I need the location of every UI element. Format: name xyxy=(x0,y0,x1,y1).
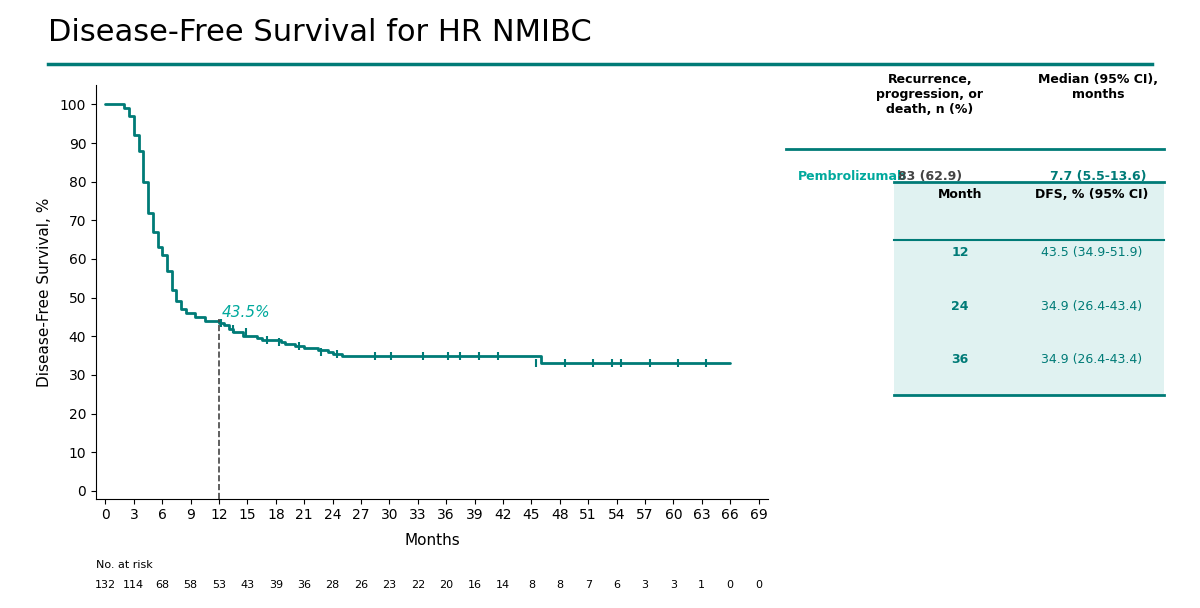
Text: 7: 7 xyxy=(584,579,592,590)
Text: 83 (62.9): 83 (62.9) xyxy=(898,170,962,183)
Text: 26: 26 xyxy=(354,579,368,590)
X-axis label: Months: Months xyxy=(404,533,460,548)
Text: 8: 8 xyxy=(528,579,535,590)
Text: 14: 14 xyxy=(496,579,510,590)
Text: 24: 24 xyxy=(952,300,968,313)
Text: 39: 39 xyxy=(269,579,283,590)
Text: 3: 3 xyxy=(670,579,677,590)
Text: Month: Month xyxy=(937,188,983,201)
Text: 7.7 (5.5-13.6): 7.7 (5.5-13.6) xyxy=(1050,170,1146,183)
Text: 1: 1 xyxy=(698,579,706,590)
Text: 16: 16 xyxy=(468,579,481,590)
Text: 34.9 (26.4-43.4): 34.9 (26.4-43.4) xyxy=(1042,300,1142,313)
Text: 53: 53 xyxy=(212,579,226,590)
Text: 36: 36 xyxy=(952,353,968,366)
Text: 114: 114 xyxy=(124,579,144,590)
Text: No. at risk: No. at risk xyxy=(96,561,152,570)
Text: 43.5%: 43.5% xyxy=(222,305,270,320)
Text: 23: 23 xyxy=(383,579,396,590)
Text: 58: 58 xyxy=(184,579,198,590)
Text: 8: 8 xyxy=(557,579,563,590)
Text: 6: 6 xyxy=(613,579,620,590)
Text: Recurrence,
progression, or
death, n (%): Recurrence, progression, or death, n (%) xyxy=(876,73,984,116)
Text: Disease-Free Survival for HR NMIBC: Disease-Free Survival for HR NMIBC xyxy=(48,18,592,47)
Text: 36: 36 xyxy=(298,579,311,590)
Text: 34.9 (26.4-43.4): 34.9 (26.4-43.4) xyxy=(1042,353,1142,366)
Text: 0: 0 xyxy=(727,579,733,590)
Text: 68: 68 xyxy=(155,579,169,590)
Text: 43.5 (34.9-51.9): 43.5 (34.9-51.9) xyxy=(1042,246,1142,259)
Text: 3: 3 xyxy=(642,579,648,590)
Text: Pembrolizumab: Pembrolizumab xyxy=(798,170,907,183)
Text: 132: 132 xyxy=(95,579,116,590)
Y-axis label: Disease-Free Survival, %: Disease-Free Survival, % xyxy=(36,197,52,387)
Text: 20: 20 xyxy=(439,579,454,590)
Text: 43: 43 xyxy=(240,579,254,590)
Text: 12: 12 xyxy=(952,246,968,259)
Text: DFS, % (95% CI): DFS, % (95% CI) xyxy=(1036,188,1148,201)
Text: 28: 28 xyxy=(325,579,340,590)
Text: 22: 22 xyxy=(410,579,425,590)
Text: 0: 0 xyxy=(755,579,762,590)
Text: Median (95% CI),
months: Median (95% CI), months xyxy=(1038,73,1158,101)
